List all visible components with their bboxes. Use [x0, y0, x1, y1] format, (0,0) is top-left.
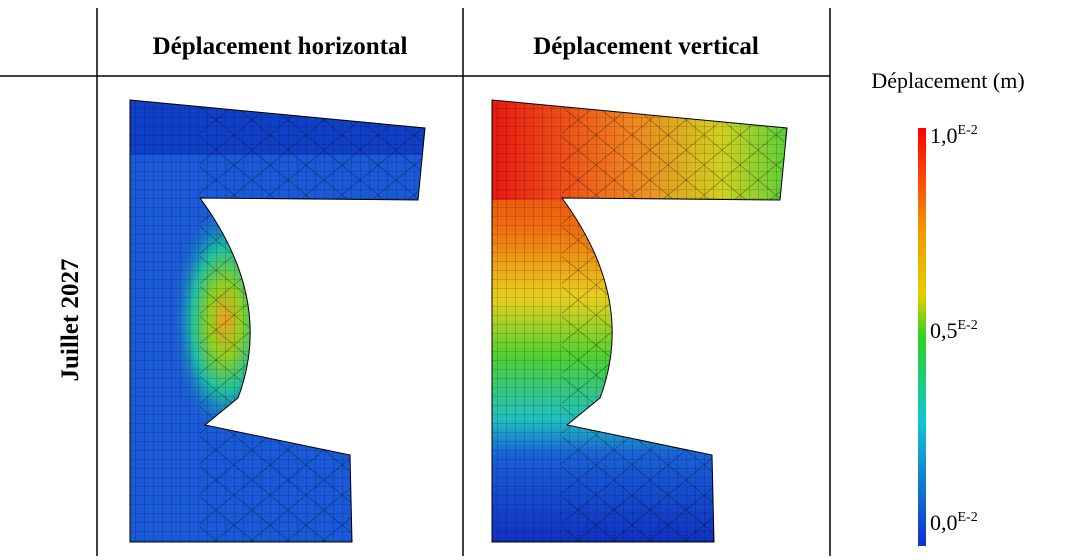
column-header: Déplacement horizontal [153, 33, 408, 60]
colorbar-label: 1,0E-2 [930, 123, 978, 148]
colorbar-label: 0,0E-2 [930, 510, 978, 535]
legend-title: Déplacement (m) [871, 68, 1024, 93]
column-header: Déplacement vertical [533, 33, 759, 60]
mesh-horizontal [129, 99, 426, 543]
table-grid [0, 8, 831, 556]
row-label: Juillet 2027 [57, 259, 84, 382]
colorbar [918, 128, 926, 546]
label-base: 0,5 [930, 318, 958, 343]
label-exp: E-2 [958, 123, 978, 138]
label-exp: E-2 [958, 510, 978, 525]
label-base: 0,0 [930, 510, 958, 535]
label-base: 1,0 [930, 123, 958, 148]
colorbar-label: 0,5E-2 [930, 318, 978, 343]
mesh-vertical [491, 99, 788, 543]
label-exp: E-2 [958, 318, 978, 333]
